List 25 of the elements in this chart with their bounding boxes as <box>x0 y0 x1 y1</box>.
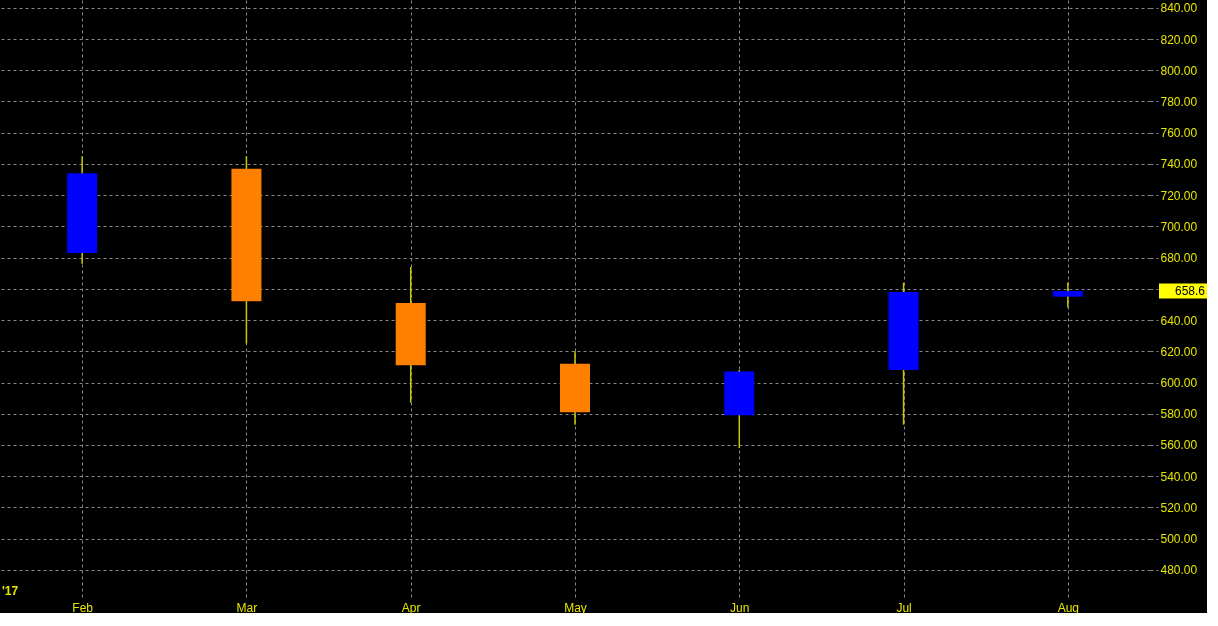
candlestick <box>1052 281 1083 309</box>
y-tick-label: 740.00 <box>1160 157 1198 172</box>
x-tick-label: Jul <box>896 600 912 615</box>
text: 658.6 <box>1174 284 1206 299</box>
y-tick-label: 520.00 <box>1160 500 1198 515</box>
y-tick-label: 560.00 <box>1160 438 1198 453</box>
y-tick-label: 800.00 <box>1160 63 1198 78</box>
y-tick-label: 500.00 <box>1160 532 1198 547</box>
y-tick-label: 820.00 <box>1160 32 1198 47</box>
y-tick-label: 480.00 <box>1160 563 1198 578</box>
y-tick-label: 580.00 <box>1160 407 1198 422</box>
y-tick-label: 640.00 <box>1160 313 1198 328</box>
y-tick-label: 760.00 <box>1160 126 1198 141</box>
y-tick-label: 540.00 <box>1160 469 1198 484</box>
y-tick-label: 780.00 <box>1160 94 1198 109</box>
y-tick-label: 680.00 <box>1160 251 1198 266</box>
y-tick-label: 620.00 <box>1160 344 1198 359</box>
y-tick-label: 840.00 <box>1160 1 1198 16</box>
y-tick-label: 700.00 <box>1160 219 1198 234</box>
annotation: '17 <box>2 584 19 598</box>
x-tick-label: Feb <box>72 600 94 615</box>
x-tick-label: Mar <box>236 600 258 615</box>
y-tick-label: 720.00 <box>1160 188 1198 203</box>
x-tick-label: Jun <box>730 600 750 615</box>
y-tick-label: 600.00 <box>1160 376 1198 391</box>
